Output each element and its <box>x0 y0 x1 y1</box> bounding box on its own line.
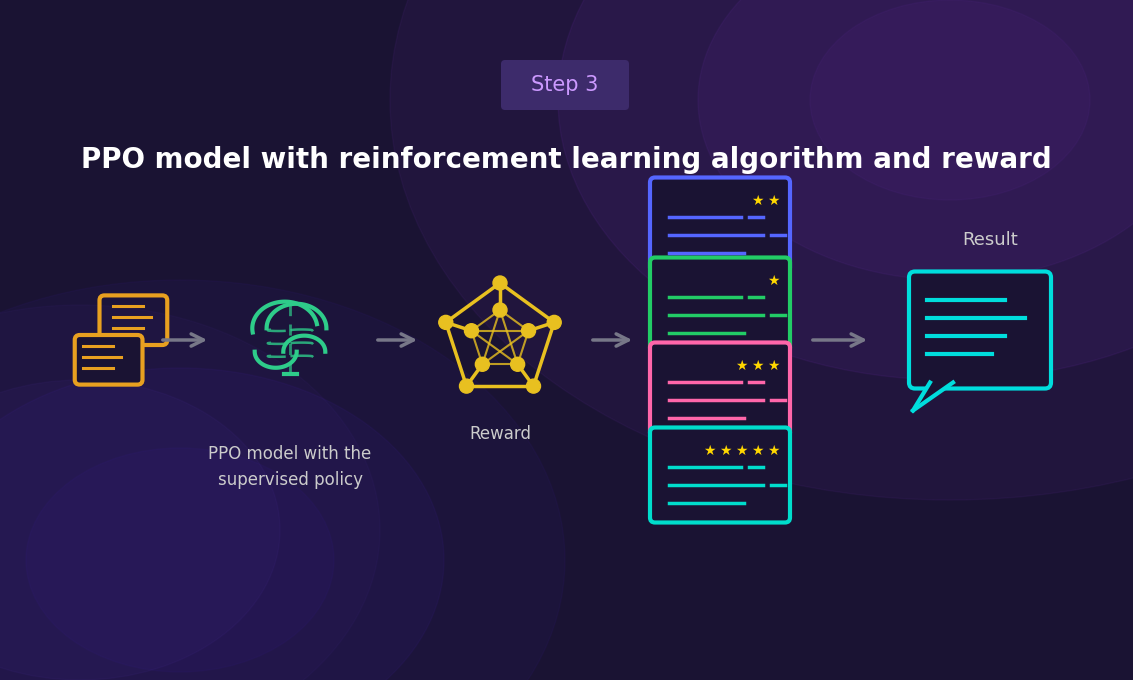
FancyBboxPatch shape <box>75 335 143 385</box>
Text: PPO model with the
supervised policy: PPO model with the supervised policy <box>208 445 372 490</box>
FancyBboxPatch shape <box>650 177 790 273</box>
FancyBboxPatch shape <box>650 428 790 522</box>
FancyBboxPatch shape <box>650 258 790 352</box>
Ellipse shape <box>0 280 565 680</box>
Text: ★: ★ <box>751 443 764 458</box>
Ellipse shape <box>0 305 380 680</box>
FancyBboxPatch shape <box>909 271 1051 388</box>
Circle shape <box>493 276 506 290</box>
Text: PPO model with reinforcement learning algorithm and reward: PPO model with reinforcement learning al… <box>82 146 1051 174</box>
Ellipse shape <box>0 380 280 680</box>
Text: ★: ★ <box>767 273 780 288</box>
Polygon shape <box>913 382 953 411</box>
Text: ★: ★ <box>751 194 764 207</box>
Circle shape <box>547 316 561 329</box>
Circle shape <box>460 379 474 393</box>
Text: ★: ★ <box>751 358 764 373</box>
Text: ★: ★ <box>734 443 748 458</box>
FancyBboxPatch shape <box>501 60 629 110</box>
Ellipse shape <box>810 0 1090 200</box>
Text: ★: ★ <box>767 358 780 373</box>
Circle shape <box>493 303 506 317</box>
FancyBboxPatch shape <box>650 343 790 437</box>
Ellipse shape <box>26 448 334 672</box>
Text: Result: Result <box>962 231 1017 249</box>
Text: ★: ★ <box>734 358 748 373</box>
Text: ★: ★ <box>702 443 715 458</box>
Ellipse shape <box>390 0 1133 500</box>
Text: ★: ★ <box>718 443 731 458</box>
Circle shape <box>521 324 536 338</box>
Circle shape <box>527 379 540 393</box>
Circle shape <box>476 357 489 371</box>
Text: ★: ★ <box>767 194 780 207</box>
Ellipse shape <box>698 0 1133 280</box>
Ellipse shape <box>0 368 444 680</box>
Circle shape <box>438 316 453 329</box>
Text: ★: ★ <box>767 443 780 458</box>
Text: Reward: Reward <box>469 425 531 443</box>
Circle shape <box>511 357 525 371</box>
Text: Step 3: Step 3 <box>531 75 598 95</box>
Circle shape <box>465 324 478 338</box>
Ellipse shape <box>557 0 1133 380</box>
